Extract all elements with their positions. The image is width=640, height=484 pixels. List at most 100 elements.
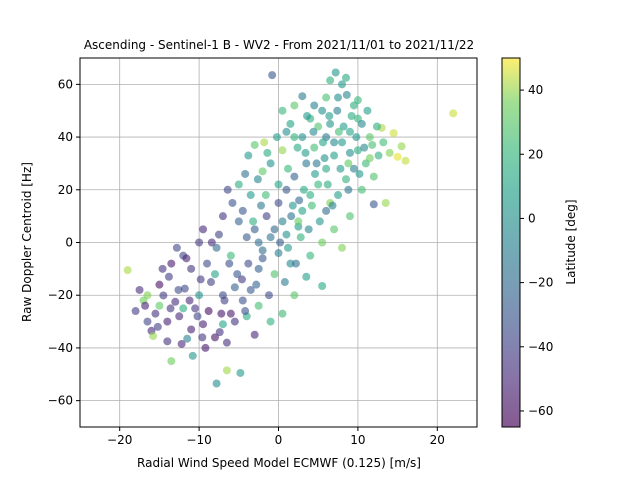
scatter-point: [253, 175, 262, 184]
scatter-point: [236, 368, 245, 377]
scatter-point: [302, 272, 311, 281]
scatter-point: [182, 254, 191, 263]
colorbar: [501, 57, 521, 428]
scatter-point: [306, 191, 315, 200]
scatter-point: [345, 148, 354, 157]
scatter-point: [322, 93, 331, 102]
scatter-point: [262, 212, 271, 221]
scatter-point: [210, 270, 219, 279]
scatter-point: [233, 270, 242, 279]
scatter-point: [291, 259, 300, 268]
scatter-point: [323, 180, 332, 189]
scatter-point: [272, 133, 281, 142]
scatter-point: [338, 138, 347, 147]
scatter-point: [141, 301, 150, 310]
scatter-point: [301, 148, 310, 157]
scatter-point: [180, 284, 189, 293]
scatter-point: [270, 225, 279, 234]
scatter-point: [309, 127, 318, 136]
scatter-point: [322, 164, 331, 173]
scatter-point: [183, 334, 192, 343]
scatter-point: [307, 201, 316, 210]
scatter-point: [326, 119, 335, 128]
scatter-point: [372, 122, 381, 131]
y-tick-label: 60: [58, 77, 73, 91]
scatter-point: [299, 185, 308, 194]
scatter-point: [328, 201, 337, 210]
scatter-point: [167, 259, 176, 268]
x-tick-label: −20: [107, 433, 132, 447]
x-tick-label: −10: [186, 433, 211, 447]
scatter-point: [274, 249, 283, 258]
scatter-point: [334, 191, 343, 200]
scatter-point: [326, 76, 335, 85]
scatter-point: [312, 159, 321, 168]
scatter-point: [198, 333, 207, 342]
scatter-point: [266, 159, 275, 168]
scatter-point: [226, 309, 235, 318]
scatter-point: [276, 238, 285, 247]
y-tick-label: 0: [65, 236, 73, 250]
scatter-point: [355, 169, 364, 178]
scatter-point: [264, 291, 273, 300]
scatter-point: [333, 106, 342, 115]
scatter-point: [330, 138, 339, 147]
scatter-point: [261, 191, 270, 200]
scatter-point: [389, 129, 398, 138]
scatter-point: [379, 138, 388, 147]
scatter-point: [311, 169, 320, 178]
scatter-point: [228, 198, 237, 207]
scatter-point: [257, 201, 266, 210]
scatter-point: [217, 309, 226, 318]
scatter-point: [207, 238, 216, 247]
scatter-point: [199, 320, 208, 329]
scatter-point: [284, 243, 293, 252]
scatter-point: [258, 246, 267, 255]
scatter-point: [363, 106, 372, 115]
scatter-point: [287, 212, 296, 221]
colorbar-tick-label: 0: [528, 211, 536, 225]
scatter-point: [246, 191, 255, 200]
scatter-point: [149, 332, 158, 341]
scatter-point: [298, 133, 307, 142]
scatter-point: [290, 101, 299, 110]
scatter-point: [153, 322, 162, 331]
scatter-point: [258, 167, 267, 176]
scatter-point: [318, 138, 327, 147]
scatter-point: [278, 146, 287, 155]
scatter-point: [204, 307, 213, 316]
scatter-point: [250, 330, 259, 339]
scatter-point: [325, 111, 334, 120]
x-tick-label: 10: [350, 433, 365, 447]
scatter-point: [225, 259, 234, 268]
scatter-point: [284, 164, 293, 173]
scatter-point: [195, 291, 204, 300]
scatter-point: [143, 317, 152, 326]
colorbar-tick-label: 40: [528, 83, 543, 97]
scatter-point: [374, 151, 383, 160]
scatter-point: [250, 225, 259, 234]
scatter-point: [171, 297, 180, 306]
scatter-point: [155, 280, 164, 289]
scatter-points: [123, 68, 458, 388]
chart-title: Ascending - Sentinel-1 B - WV2 - From 20…: [84, 38, 474, 52]
scatter-point: [385, 148, 394, 157]
scatter-point: [401, 156, 410, 165]
scatter-point: [250, 140, 259, 149]
scatter-point: [199, 225, 208, 234]
scatter-point: [254, 301, 263, 310]
scatter-point: [298, 92, 307, 101]
colorbar-tick-label: 20: [528, 147, 543, 161]
scatter-point: [344, 159, 353, 168]
scatter-point: [381, 198, 390, 207]
scatter-point: [290, 291, 299, 300]
scatter-point: [258, 254, 267, 263]
scatter-point: [341, 175, 350, 184]
scatter-point: [282, 230, 291, 239]
scatter-point: [347, 111, 356, 120]
scatter-point: [237, 275, 246, 284]
scatter-point: [397, 142, 406, 151]
scatter-point: [218, 212, 227, 221]
scatter-point: [164, 272, 173, 281]
